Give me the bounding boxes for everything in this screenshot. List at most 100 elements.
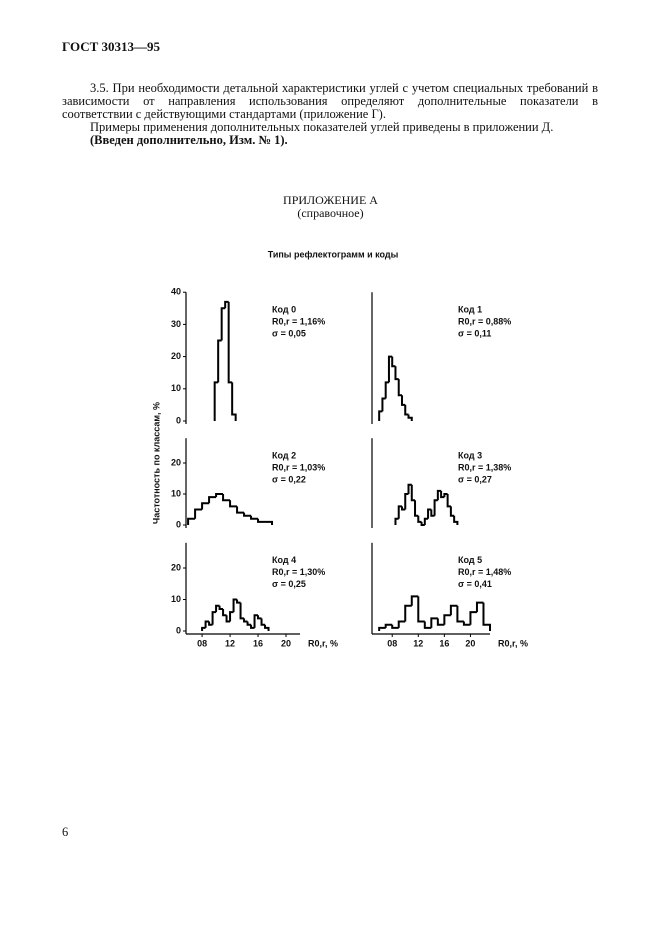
body-text: 3.5. При необходимости детальной характе…: [62, 82, 598, 147]
histogram-bar: [469, 611, 477, 625]
annotation: Код 5: [458, 555, 482, 565]
appendix-heading: ПРИЛОЖЕНИЕ А (справочное): [0, 194, 661, 220]
histogram-bar: [225, 615, 231, 623]
x-tick-label: 16: [439, 638, 449, 648]
y-axis-label: Частотность по классам, %: [151, 402, 161, 524]
annotation: σ = 0,05: [272, 329, 306, 339]
histogram-bar: [407, 483, 412, 494]
x-tick-label: 12: [225, 638, 235, 648]
histogram-bar: [215, 493, 224, 498]
histogram-bar: [420, 521, 425, 526]
histogram-bar: [391, 356, 396, 368]
page-number: 6: [62, 825, 69, 839]
histogram-bar: [449, 506, 455, 517]
histogram-bar: [414, 500, 419, 517]
histogram-bar: [410, 595, 419, 606]
histogram-bar: [232, 598, 238, 613]
annotation: σ = 0,41: [458, 579, 492, 589]
histogram-bar: [410, 484, 416, 502]
histogram-bar: [384, 381, 389, 399]
histogram-bar: [201, 626, 206, 631]
histogram-bar: [423, 517, 429, 525]
histogram-bar: [213, 381, 219, 421]
histogram-bar: [446, 494, 451, 508]
histogram-bar: [231, 382, 237, 421]
histogram-bar: [381, 397, 386, 412]
histogram-bar: [236, 506, 245, 514]
histogram-bar: [194, 508, 203, 519]
annotation: R0,r = 0,88%: [458, 317, 511, 327]
histogram-bar: [391, 624, 399, 629]
histogram-bar: [433, 499, 438, 516]
histogram-bar: [397, 379, 402, 397]
figure: Типы рефлектограмм и коды Частотность по…: [151, 249, 528, 648]
annotation: R0,r = 1,48%: [458, 567, 511, 577]
histogram-bar: [265, 520, 274, 525]
histogram-bar: [394, 366, 399, 381]
y-tick-label: 20: [171, 351, 181, 361]
histogram-bar: [449, 604, 458, 616]
y-tick-label: 40: [171, 287, 181, 297]
histogram-bar: [417, 596, 425, 623]
histogram-bar: [246, 621, 252, 626]
histogram-bar: [430, 617, 438, 628]
annotation: Код 0: [272, 305, 296, 315]
histogram-bar: [229, 500, 238, 508]
x-tick-label: 08: [197, 638, 207, 648]
histogram-bar: [427, 508, 432, 519]
histogram-bar: [264, 624, 270, 631]
histogram-bar: [243, 512, 252, 517]
annotation: R0,r = 1,30%: [272, 567, 325, 577]
histogram-bar: [384, 623, 393, 628]
histogram-bar: [430, 509, 435, 517]
histogram-bar: [243, 618, 248, 623]
histogram-bar: [482, 602, 491, 631]
y-tick-label: 0: [176, 415, 181, 425]
annotation: σ = 0,22: [272, 475, 306, 485]
histogram-bar: [443, 614, 451, 625]
annotation: σ = 0,27: [458, 475, 492, 485]
annotation: Код 4: [272, 555, 296, 565]
histogram-bar: [215, 604, 220, 613]
header: ГОСТ 30313—95: [62, 39, 161, 54]
histogram-bar: [436, 489, 442, 501]
histogram-bar: [222, 494, 231, 502]
histogram-bar: [236, 599, 241, 604]
histogram-bar: [378, 626, 386, 631]
x-tick-label: 20: [281, 638, 291, 648]
amendment: (Введен дополнительно, Изм. № 1).: [90, 133, 288, 147]
y-tick-label: 10: [171, 383, 181, 393]
histogram-bar: [378, 410, 383, 421]
histogram-bar: [453, 515, 459, 525]
histogram-bar: [404, 404, 409, 416]
x-axis-label: R0,r, %: [308, 638, 338, 648]
y-tick-label: 20: [171, 457, 181, 467]
figure-title: Типы рефлектограмм и коды: [268, 249, 399, 259]
appendix-title: ПРИЛОЖЕНИЕ А: [283, 193, 378, 207]
histogram-bar: [208, 496, 217, 504]
histogram-bar: [400, 506, 406, 511]
x-axis-label: R0,r, %: [498, 638, 528, 648]
annotation: Код 3: [458, 451, 482, 461]
paragraph: Примеры применения дополнительных показа…: [90, 120, 554, 134]
paragraph: 3.5. При необходимости детальной характе…: [62, 81, 598, 121]
histogram-bar: [201, 502, 210, 510]
histogram-bar: [400, 395, 406, 406]
histogram-bar: [462, 621, 471, 626]
y-tick-label: 30: [171, 319, 181, 329]
histogram-bar: [253, 614, 259, 628]
x-tick-label: 08: [387, 638, 397, 648]
histogram-bar: [443, 493, 448, 498]
histogram-bar: [218, 605, 224, 610]
histogram-bar: [397, 620, 406, 628]
histogram-bar: [208, 621, 213, 626]
histogram-bar: [220, 307, 226, 341]
y-tick-label: 20: [171, 562, 181, 572]
y-tick-label: 10: [171, 594, 181, 604]
y-tick-label: 0: [176, 519, 181, 529]
histogram-bar: [257, 615, 262, 620]
histogram-bar: [260, 618, 266, 626]
histogram-bar: [250, 515, 259, 520]
histogram-bar: [217, 339, 222, 383]
